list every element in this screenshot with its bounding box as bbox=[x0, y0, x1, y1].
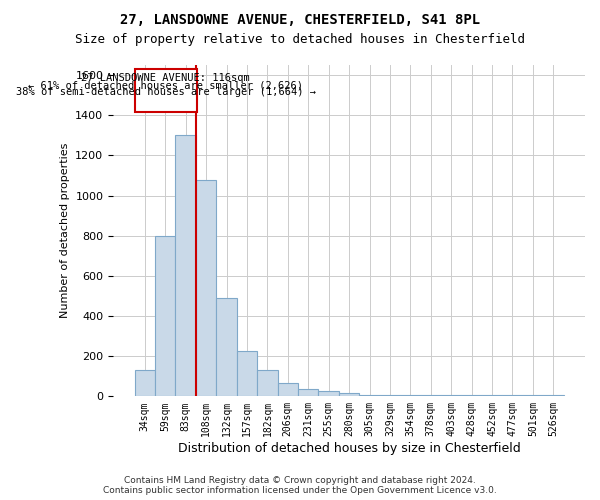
Bar bbox=[155, 236, 175, 396]
Bar bbox=[298, 390, 319, 396]
Bar bbox=[134, 370, 155, 396]
Bar bbox=[217, 298, 237, 396]
Text: ← 61% of detached houses are smaller (2,626): ← 61% of detached houses are smaller (2,… bbox=[28, 80, 303, 90]
Bar bbox=[319, 392, 339, 396]
Text: 27 LANSDOWNE AVENUE: 116sqm: 27 LANSDOWNE AVENUE: 116sqm bbox=[82, 74, 250, 84]
Y-axis label: Number of detached properties: Number of detached properties bbox=[60, 143, 70, 318]
Bar bbox=[339, 394, 359, 396]
Text: 27, LANSDOWNE AVENUE, CHESTERFIELD, S41 8PL: 27, LANSDOWNE AVENUE, CHESTERFIELD, S41 … bbox=[120, 12, 480, 26]
Text: Contains HM Land Registry data © Crown copyright and database right 2024.
Contai: Contains HM Land Registry data © Crown c… bbox=[103, 476, 497, 495]
Bar bbox=[175, 136, 196, 396]
Bar bbox=[196, 180, 217, 396]
Bar bbox=[237, 351, 257, 397]
Text: 38% of semi-detached houses are larger (1,664) →: 38% of semi-detached houses are larger (… bbox=[16, 86, 316, 97]
FancyBboxPatch shape bbox=[134, 69, 197, 112]
Bar bbox=[278, 384, 298, 396]
Text: Size of property relative to detached houses in Chesterfield: Size of property relative to detached ho… bbox=[75, 32, 525, 46]
Bar bbox=[257, 370, 278, 396]
X-axis label: Distribution of detached houses by size in Chesterfield: Distribution of detached houses by size … bbox=[178, 442, 520, 455]
